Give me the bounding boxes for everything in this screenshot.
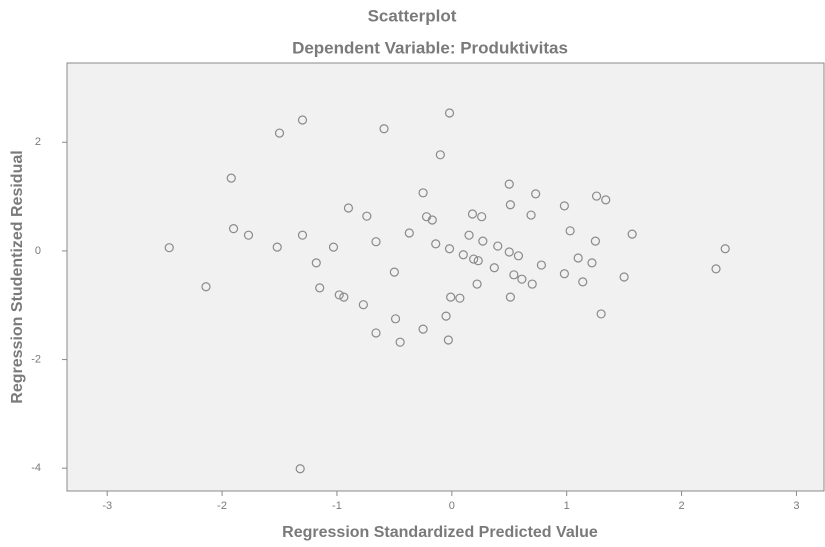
x-tick-label: 3 xyxy=(793,500,799,512)
x-tick-label: -3 xyxy=(102,500,112,512)
x-tick-label: -2 xyxy=(217,500,227,512)
chart-title: Scatterplot xyxy=(368,6,457,25)
chart-subtitle: Dependent Variable: Produktivitas xyxy=(292,38,568,57)
y-tick-label: -4 xyxy=(31,462,41,474)
chart: Scatterplot Dependent Variable: Produkti… xyxy=(0,0,825,547)
y-tick-label: 2 xyxy=(35,136,41,148)
x-tick-label: 0 xyxy=(449,500,455,512)
x-tick-label: -1 xyxy=(332,500,342,512)
plot-area xyxy=(67,63,824,491)
x-tick-label: 1 xyxy=(564,500,570,512)
x-axis-label: Regression Standardized Predicted Value xyxy=(282,524,598,541)
y-axis-label: Regression Studentized Residual xyxy=(9,150,26,403)
y-tick-label: 0 xyxy=(35,245,41,257)
x-tick-label: 2 xyxy=(678,500,684,512)
y-tick-label: -2 xyxy=(31,353,41,365)
page: {"chart_data": {"type": "scatter", "titl… xyxy=(0,0,825,547)
